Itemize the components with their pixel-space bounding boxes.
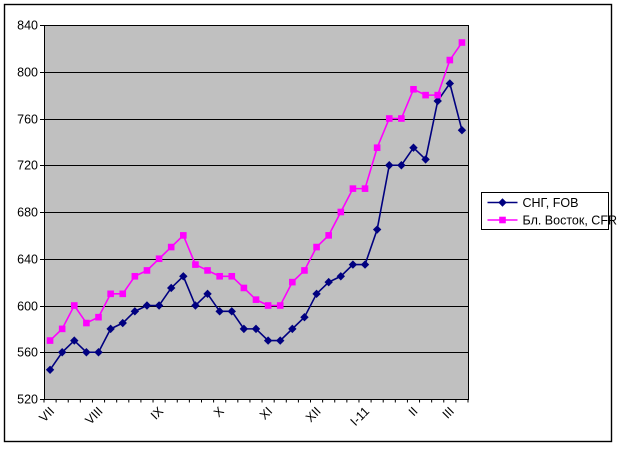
diamond-marker bbox=[409, 143, 418, 152]
diamond-marker bbox=[457, 125, 467, 135]
square-marker bbox=[361, 185, 369, 192]
square-marker bbox=[434, 91, 442, 99]
square-marker bbox=[58, 325, 66, 333]
diamond-marker bbox=[142, 301, 152, 310]
series-sng-fob bbox=[45, 79, 467, 374]
diamond-marker bbox=[167, 283, 176, 293]
diamond-marker bbox=[445, 79, 455, 88]
square-marker bbox=[83, 319, 90, 327]
square-marker bbox=[446, 56, 454, 64]
y-axis-label: 520 bbox=[17, 393, 38, 407]
diamond-marker bbox=[154, 301, 164, 310]
square-marker bbox=[458, 39, 466, 46]
square-marker bbox=[180, 232, 187, 239]
legend-square-marker bbox=[499, 216, 506, 224]
diamond-marker bbox=[336, 272, 345, 281]
square-marker bbox=[143, 267, 151, 274]
square-marker bbox=[313, 243, 320, 251]
legend-label: Бл. Восток, CFR bbox=[523, 213, 617, 227]
diamond-marker bbox=[57, 348, 67, 357]
diamond-marker bbox=[118, 318, 127, 328]
series-bl-vostok-cfr bbox=[46, 39, 466, 344]
diamond-marker bbox=[385, 161, 394, 170]
diamond-marker bbox=[312, 289, 321, 299]
diamond-marker bbox=[227, 307, 236, 316]
square-marker bbox=[252, 296, 260, 303]
legend-label: СНГ, FOB bbox=[523, 196, 579, 210]
diamond-marker bbox=[397, 161, 406, 170]
square-marker bbox=[216, 272, 223, 280]
diamond-marker bbox=[239, 324, 249, 334]
diamond-marker bbox=[251, 324, 261, 334]
square-marker bbox=[325, 232, 332, 239]
square-marker bbox=[46, 337, 54, 344]
diamond-marker bbox=[70, 336, 79, 345]
y-axis-label: 840 bbox=[17, 19, 38, 33]
square-marker bbox=[119, 290, 127, 298]
diamond-marker bbox=[288, 324, 297, 334]
square-marker bbox=[373, 144, 381, 152]
square-marker bbox=[385, 115, 393, 122]
square-marker bbox=[155, 255, 163, 263]
diamond-marker bbox=[215, 307, 224, 316]
square-marker bbox=[167, 243, 175, 251]
diamond-marker bbox=[130, 307, 140, 316]
diamond-marker bbox=[372, 225, 382, 234]
square-marker bbox=[192, 261, 199, 268]
y-axis-label: 560 bbox=[17, 346, 38, 360]
y-axis-label: 640 bbox=[17, 253, 38, 267]
diamond-marker bbox=[360, 260, 370, 269]
square-marker bbox=[349, 185, 357, 192]
diamond-marker bbox=[94, 348, 103, 357]
square-marker bbox=[301, 267, 308, 274]
legend: СНГ, FOB Бл. Восток, CFR bbox=[481, 192, 617, 230]
square-marker bbox=[398, 115, 405, 122]
square-marker bbox=[422, 91, 429, 99]
y-axis-label: 760 bbox=[17, 113, 38, 127]
y-axis-label: 680 bbox=[17, 206, 38, 220]
y-axis-label: 800 bbox=[17, 66, 38, 80]
square-marker bbox=[131, 272, 139, 280]
y-axis-label: 600 bbox=[17, 300, 38, 314]
diamond-marker bbox=[276, 336, 285, 345]
diamond-marker bbox=[191, 301, 200, 310]
diamond-marker bbox=[300, 312, 309, 322]
diamond-marker bbox=[106, 324, 115, 334]
diamond-marker bbox=[203, 289, 212, 299]
square-marker bbox=[107, 290, 114, 298]
square-marker bbox=[228, 272, 236, 280]
diamond-marker bbox=[45, 365, 55, 374]
square-marker bbox=[337, 208, 345, 216]
legend-diamond-marker bbox=[498, 198, 507, 207]
square-marker bbox=[70, 302, 78, 309]
diamond-marker bbox=[263, 336, 273, 345]
diamond-marker bbox=[348, 260, 358, 269]
square-marker bbox=[240, 284, 248, 292]
diamond-marker bbox=[324, 277, 333, 287]
diamond-marker bbox=[82, 348, 91, 357]
square-marker bbox=[289, 278, 296, 286]
diamond-marker bbox=[179, 272, 188, 281]
square-marker bbox=[204, 267, 211, 274]
y-axis-label: 720 bbox=[17, 159, 38, 173]
square-marker bbox=[264, 302, 272, 309]
diamond-marker bbox=[433, 96, 442, 106]
square-marker bbox=[410, 85, 417, 93]
diamond-marker bbox=[421, 155, 430, 164]
square-marker bbox=[276, 302, 284, 309]
square-marker bbox=[95, 313, 102, 321]
